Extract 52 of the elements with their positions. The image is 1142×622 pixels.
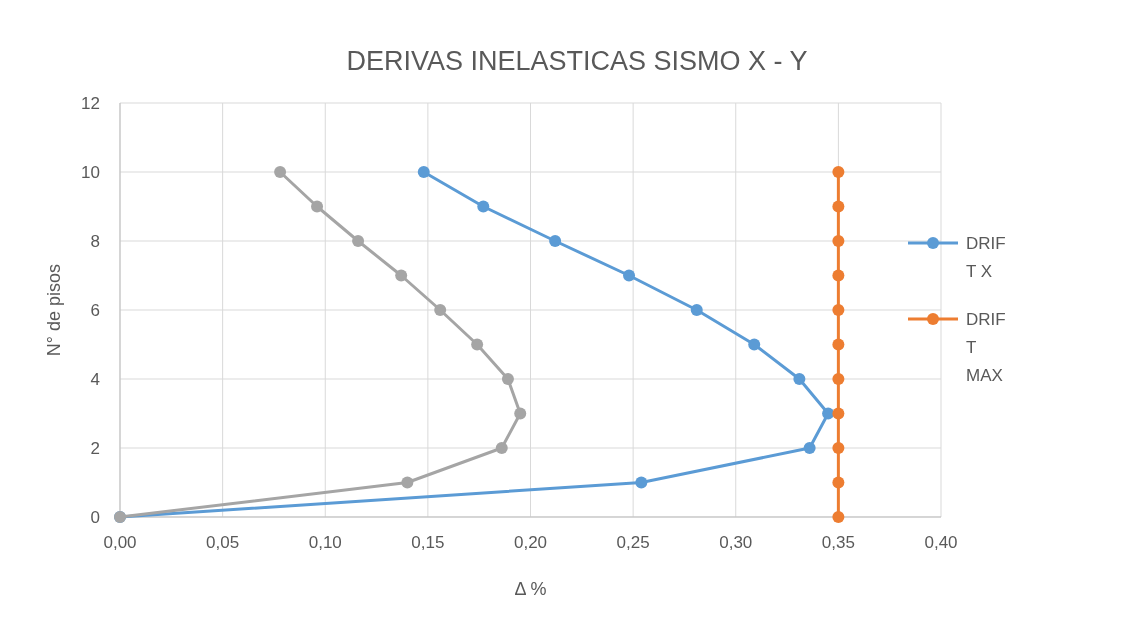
point [832,338,845,351]
point [832,200,845,213]
point [514,407,527,420]
x-tick-label: 0,40 [924,533,958,552]
point [434,304,447,316]
point [832,476,845,489]
y-axis-title: N° de pisos [44,263,64,357]
point [549,235,562,247]
point [501,373,514,385]
x-tick-label: 0,30 [719,533,753,552]
point [832,407,845,420]
point [832,373,845,385]
point [352,235,365,247]
x-tick-label: 0,20 [513,533,548,552]
x-tick-label: 0,05 [206,533,240,552]
legend-label: DRIFT X [966,234,1006,281]
x-tick-label: 0,15 [411,533,445,552]
x-tick-label: 0,25 [616,533,650,552]
point [832,304,845,316]
point [832,442,845,454]
x-axis-title: Δ % [514,579,547,599]
point [635,476,648,489]
point [395,269,408,282]
point [822,407,835,420]
legend-label: DRIFT MAX [966,310,1006,385]
chart-title: DERIVAS INELASTICAS SISMO X - Y [346,46,808,76]
point [623,269,636,282]
y-tick-label: 12 [81,94,100,113]
point [401,476,414,489]
point [471,338,484,351]
y-tick-label: 8 [90,232,100,251]
point [495,442,508,454]
point [748,338,761,351]
x-tick-label: 0,35 [821,533,855,552]
y-tick-label: 10 [81,163,100,182]
point [417,166,430,178]
point [477,200,490,213]
point [311,200,324,213]
y-tick-label: 0 [90,508,100,527]
x-tick-label: 0,00 [103,533,137,552]
point [832,511,845,523]
point [690,304,703,316]
point [832,166,845,178]
x-tick-label: 0,10 [308,533,342,552]
point [274,166,287,178]
point [793,373,806,385]
point [832,235,845,247]
point [803,442,816,454]
y-tick-label: 4 [90,370,100,389]
y-tick-label: 6 [90,301,100,320]
y-tick-label: 2 [90,439,100,458]
point [832,269,845,282]
